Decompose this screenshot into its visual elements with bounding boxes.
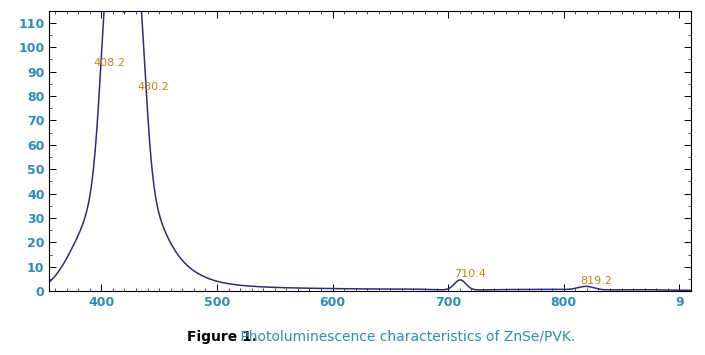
Text: 430.2: 430.2 (137, 82, 169, 92)
Text: Photoluminescence characteristics of ZnSe/PVK.: Photoluminescence characteristics of ZnS… (236, 330, 575, 344)
Text: 710.4: 710.4 (455, 269, 486, 279)
Text: Figure 1.: Figure 1. (187, 330, 257, 344)
Text: 408.2: 408.2 (94, 58, 125, 67)
Text: 819.2: 819.2 (580, 276, 612, 286)
